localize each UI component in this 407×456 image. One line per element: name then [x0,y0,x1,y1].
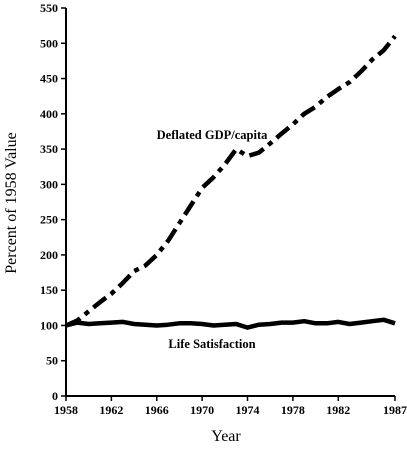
y-tick-label: 400 [40,107,58,121]
x-axis-title: Year [211,428,241,445]
y-tick-label: 0 [52,389,58,403]
x-tick-label: 1966 [145,403,169,417]
x-tick-label: 1962 [99,403,123,417]
y-tick-label: 100 [40,318,58,332]
life-satisfaction-series-line [65,317,396,330]
y-tick-label: 550 [40,1,58,15]
y-tick-label: 250 [40,213,58,227]
gdp-series-line [65,34,397,328]
y-tick-label: 500 [40,36,58,50]
y-tick-label: 200 [40,248,58,262]
y-axis-title: Percent of 1958 Value [3,132,20,273]
x-tick-label: 1982 [326,403,350,417]
x-tick-label: 1978 [281,403,305,417]
x-tick-label: 1958 [54,403,78,417]
y-tick-label: 150 [40,283,58,297]
x-tick-label: 1974 [236,403,260,417]
y-tick-label: 300 [40,177,58,191]
x-tick-label: 1987 [383,403,407,417]
y-tick-label: 350 [40,142,58,156]
gdp-series-annotation: Deflated GDP/capita [157,128,268,142]
plot-area: 0 50 100 150 200 250 300 350 400 450 500 550 1958 196… [40,1,407,417]
y-tick-label: 450 [40,72,58,86]
x-tick-label: 1970 [190,403,214,417]
life-satisfaction-annotation: Life Satisfaction [168,337,255,351]
y-tick-label: 50 [46,354,58,368]
